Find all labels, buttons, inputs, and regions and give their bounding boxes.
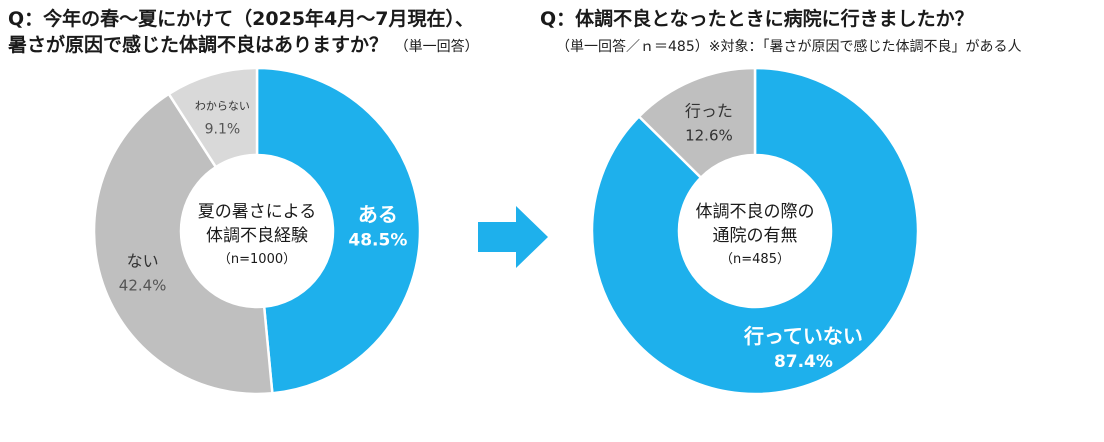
donut-center-text: 通院の有無 [713,226,798,246]
donut-center-text: 体調不良経験 [206,226,308,246]
donut-slice [92,92,274,396]
donut-slice [637,66,757,180]
donut-slice [255,66,422,395]
slice-label: 行った [685,102,733,121]
right-question: Q：体調不良となったときに病院に行きましたか？ [540,6,974,32]
donut-center-text: 体調不良の際の [696,202,815,222]
slice-value-label: 87.4% [774,352,833,372]
left-question: Q：今年の春～夏にかけて（2025年4月～7月現在）、 暑さが原因で感じた体調不… [8,6,479,60]
slice-label: わからない [195,99,250,112]
right-question-line1: Q：体調不良となったときに病院に行きましたか？ [540,8,974,30]
slice-label: ない [127,252,159,271]
left-question-line1: Q：今年の春～夏にかけて（2025年4月～7月現在）、 [8,8,474,30]
right-question-note: （単一回答／ｎ＝485）※対象：「暑さが原因で感じた体調不良」がある人 [556,39,1022,55]
slice-value-label: 48.5% [348,230,407,250]
slice-label: 行っていない [743,324,863,348]
slice-value-label: 12.6% [685,127,733,145]
donut-center-text: （n=485） [720,252,790,267]
donut-slice [167,66,259,169]
slice-label: ある [358,202,398,226]
left-question-line2: 暑さが原因で感じた体調不良はありますか？ [8,34,389,56]
slice-value-label: 9.1% [205,121,241,137]
donut-slice [590,66,920,396]
right-arrow-icon [478,206,548,268]
donut-center-text: （n=1000） [218,252,296,267]
left-question-line2-row: 暑さが原因で感じた体調不良はありますか？ （単一回答） [8,32,479,60]
left-question-note: （単一回答） [394,39,479,55]
donut-center-text: 夏の暑さによる [198,202,317,222]
slice-value-label: 42.4% [119,277,167,295]
